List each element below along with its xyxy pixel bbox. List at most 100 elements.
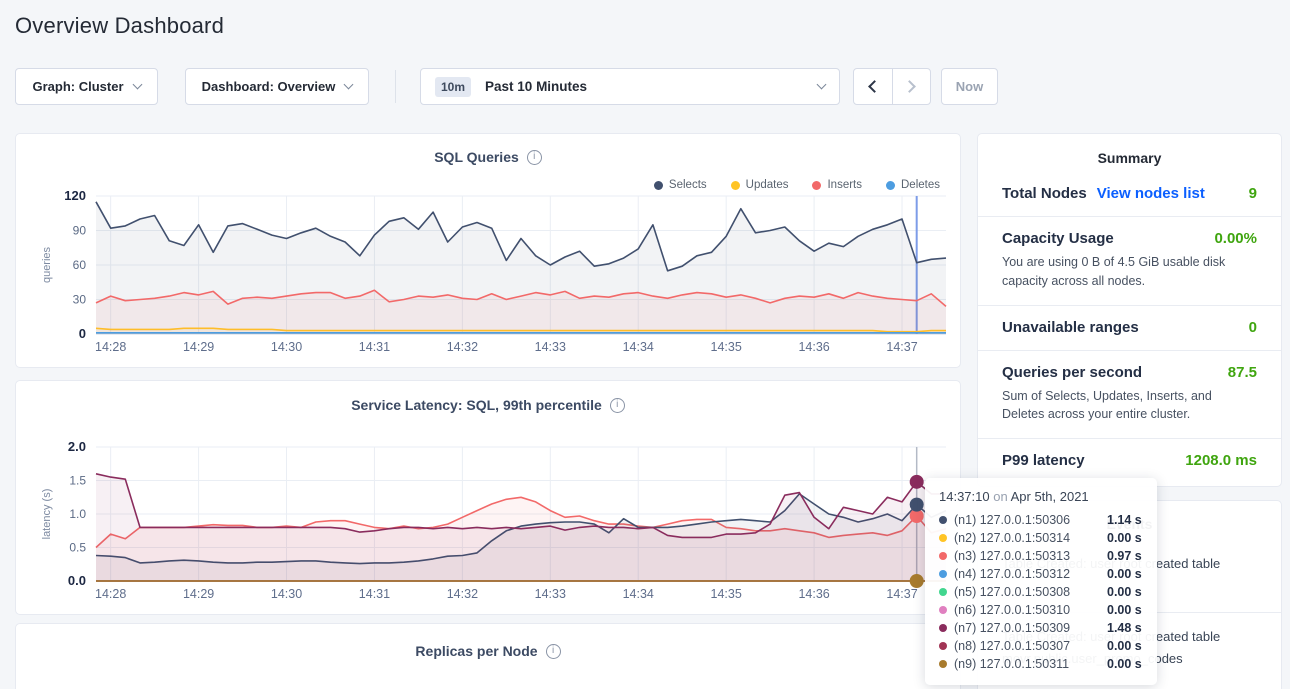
time-range-label: Past 10 Minutes — [485, 79, 587, 94]
replicas-panel: Replicas per Node i — [15, 623, 961, 689]
svg-text:14:31: 14:31 — [359, 587, 390, 601]
svg-text:14:32: 14:32 — [447, 587, 478, 601]
svg-text:60: 60 — [73, 258, 87, 272]
capacity-value: 0.00% — [1214, 230, 1257, 247]
node-color-dot-icon — [939, 624, 947, 632]
dashboard-dropdown[interactable]: Dashboard: Overview — [185, 68, 369, 105]
chevron-right-icon — [903, 80, 916, 93]
tooltip-node-value: 0.00 s — [1107, 531, 1142, 545]
svg-text:1.5: 1.5 — [69, 474, 86, 488]
time-range-picker[interactable]: 10m Past 10 Minutes — [420, 68, 840, 105]
total-nodes-label: Total Nodes — [1002, 185, 1087, 202]
tooltip-row: (n4) 127.0.0.1:50312 0.00 s — [939, 565, 1143, 583]
tooltip-rows: (n1) 127.0.0.1:50306 1.14 s (n2) 127.0.0.1… — [939, 511, 1143, 673]
tooltip-node-value: 0.97 s — [1107, 549, 1142, 563]
page-title: Overview Dashboard — [15, 13, 224, 39]
svg-text:14:30: 14:30 — [271, 587, 302, 601]
tooltip-node-address: (n6) 127.0.0.1:50310 — [954, 603, 1100, 617]
tooltip-node-address: (n1) 127.0.0.1:50306 — [954, 513, 1100, 527]
svg-text:30: 30 — [73, 293, 87, 307]
chart-hover-tooltip: 14:37:10 on Apr 5th, 2021 (n1) 127.0.0.1… — [925, 478, 1157, 685]
node-color-dot-icon — [939, 552, 947, 560]
tooltip-node-address: (n4) 127.0.0.1:50312 — [954, 567, 1100, 581]
replicas-title: Replicas per Node i — [16, 643, 960, 659]
svg-text:14:37: 14:37 — [886, 340, 917, 354]
svg-text:14:29: 14:29 — [183, 340, 214, 354]
svg-text:14:34: 14:34 — [623, 340, 654, 354]
qps-desc: Sum of Selects, Updates, Inserts, and De… — [1002, 387, 1257, 425]
svg-text:14:28: 14:28 — [95, 340, 126, 354]
p99-latency-value: 1208.0 ms — [1185, 452, 1257, 469]
qps-value: 87.5 — [1228, 364, 1257, 381]
tooltip-node-value: 0.00 s — [1107, 639, 1142, 653]
tooltip-row: (n6) 127.0.0.1:50310 0.00 s — [939, 601, 1143, 619]
chevron-left-icon — [868, 80, 881, 93]
info-icon[interactable]: i — [546, 644, 561, 659]
svg-text:0.5: 0.5 — [69, 541, 86, 555]
svg-text:latency (s): latency (s) — [41, 489, 53, 540]
toolbar-divider — [395, 70, 396, 103]
tooltip-row: (n8) 127.0.0.1:503070.00 s — [939, 637, 1143, 655]
prev-range-button[interactable] — [854, 69, 892, 104]
tooltip-node-value: 0.00 s — [1107, 585, 1142, 599]
tooltip-row: (n5) 127.0.0.1:503080.00 s — [939, 583, 1143, 601]
node-color-dot-icon — [939, 642, 947, 650]
chevron-down-icon — [817, 80, 827, 90]
summary-title: Summary — [978, 134, 1281, 172]
graph-dropdown[interactable]: Graph: Cluster — [15, 68, 158, 105]
svg-text:14:35: 14:35 — [711, 340, 742, 354]
summary-panel: Summary Total Nodes View nodes list 9 Ca… — [977, 133, 1282, 487]
total-nodes-value: 9 — [1249, 185, 1257, 202]
svg-text:14:29: 14:29 — [183, 587, 214, 601]
tooltip-node-value: 1.14 s — [1107, 513, 1142, 527]
svg-text:120: 120 — [64, 188, 86, 203]
node-color-dot-icon — [939, 606, 947, 614]
chevron-down-icon — [344, 80, 354, 90]
tooltip-node-address: (n2) 127.0.0.1:50314 — [954, 531, 1100, 545]
svg-text:14:36: 14:36 — [798, 340, 829, 354]
svg-text:0.0: 0.0 — [68, 573, 86, 588]
chevron-down-icon — [132, 80, 142, 90]
view-nodes-list-link[interactable]: View nodes list — [1097, 185, 1205, 202]
now-button[interactable]: Now — [941, 68, 998, 105]
summary-row-capacity: Capacity Usage 0.00% You are using 0 B o… — [978, 217, 1281, 306]
svg-text:14:33: 14:33 — [535, 587, 566, 601]
svg-text:14:32: 14:32 — [447, 340, 478, 354]
p99-latency-label: P99 latency — [1002, 452, 1085, 469]
tooltip-node-value: 0.00 s — [1107, 657, 1142, 671]
summary-row-qps: Queries per second 87.5 Sum of Selects, … — [978, 351, 1281, 440]
tooltip-row: (n9) 127.0.0.1:503110.00 s — [939, 655, 1143, 673]
graph-dropdown-label: Graph: Cluster — [32, 79, 123, 94]
tooltip-node-value: 0.00 s — [1107, 567, 1142, 581]
svg-text:14:36: 14:36 — [798, 587, 829, 601]
next-range-button[interactable] — [892, 69, 931, 104]
latency-panel: Service Latency: SQL, 99th percentile i … — [15, 380, 961, 615]
svg-text:14:34: 14:34 — [623, 587, 654, 601]
tooltip-node-address: (n3) 127.0.0.1:50313 — [954, 549, 1100, 563]
tooltip-node-address: (n7) 127.0.0.1:50309 — [954, 621, 1100, 635]
summary-row-unavailable: Unavailable ranges 0 — [978, 306, 1281, 351]
latency-chart[interactable]: 0.00.51.01.52.014:2814:2914:3014:3114:32… — [16, 381, 962, 621]
sql-queries-chart[interactable]: 030609012014:2814:2914:3014:3114:3214:33… — [16, 134, 962, 374]
summary-row-total-nodes: Total Nodes View nodes list 9 — [978, 172, 1281, 217]
capacity-desc: You are using 0 B of 4.5 GiB usable disk… — [1002, 253, 1257, 291]
time-range-badge: 10m — [435, 77, 471, 97]
tooltip-node-value: 0.00 s — [1107, 603, 1142, 617]
tooltip-row: (n1) 127.0.0.1:50306 1.14 s — [939, 511, 1143, 529]
node-color-dot-icon — [939, 570, 947, 578]
unavailable-ranges-value: 0 — [1249, 319, 1257, 336]
svg-text:0: 0 — [79, 326, 86, 341]
tooltip-node-value: 1.48 s — [1107, 621, 1142, 635]
svg-text:14:37: 14:37 — [886, 587, 917, 601]
svg-text:14:35: 14:35 — [711, 587, 742, 601]
tooltip-row: (n3) 127.0.0.1:50313 0.97 s — [939, 547, 1143, 565]
sql-queries-panel: SQL Queries i SelectsUpdatesInsertsDelet… — [15, 133, 961, 368]
svg-text:14:31: 14:31 — [359, 340, 390, 354]
summary-row-p99: P99 latency 1208.0 ms — [978, 439, 1281, 483]
node-color-dot-icon — [939, 660, 947, 668]
unavailable-ranges-label: Unavailable ranges — [1002, 319, 1139, 336]
tooltip-row: (n7) 127.0.0.1:50309 1.48 s — [939, 619, 1143, 637]
tooltip-row: (n2) 127.0.0.1:50314 0.00 s — [939, 529, 1143, 547]
svg-text:14:28: 14:28 — [95, 587, 126, 601]
capacity-label: Capacity Usage — [1002, 230, 1114, 247]
